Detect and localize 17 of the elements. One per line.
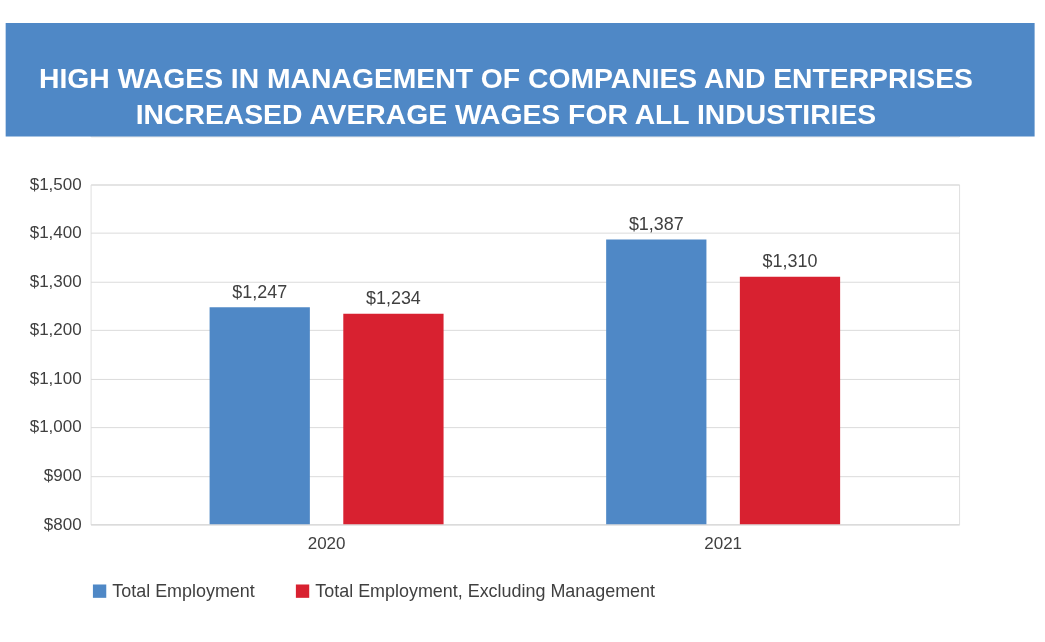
x-tick-label: 2021 bbox=[704, 534, 743, 554]
y-tick-label: $1,300 bbox=[29, 271, 82, 291]
legend-label: Total Employment bbox=[112, 580, 255, 601]
legend-label: Total Employment, Excluding Management bbox=[315, 580, 656, 601]
data-label: $1,247 bbox=[232, 281, 288, 302]
y-tick-label: $1,000 bbox=[29, 417, 82, 437]
data-label: $1,387 bbox=[628, 213, 684, 234]
y-tick-label: $900 bbox=[43, 466, 82, 486]
y-tick-label: $1,100 bbox=[29, 368, 82, 388]
y-tick-label: $1,400 bbox=[29, 223, 82, 243]
y-tick-label: $1,500 bbox=[29, 174, 82, 194]
x-tick-label: 2020 bbox=[307, 534, 346, 554]
y-tick-label: $800 bbox=[43, 514, 82, 534]
chart-title: HIGH WAGES IN MANAGEMENT OF COMPANIES AND ENTERPRISES INCREASED AVERAGE WAGES FOR ALL INDUSTIRIES bbox=[39, 62, 973, 131]
data-label: $1,310 bbox=[762, 251, 818, 272]
data-label: $1,234 bbox=[366, 288, 421, 309]
y-tick-label: $1,200 bbox=[29, 320, 82, 340]
